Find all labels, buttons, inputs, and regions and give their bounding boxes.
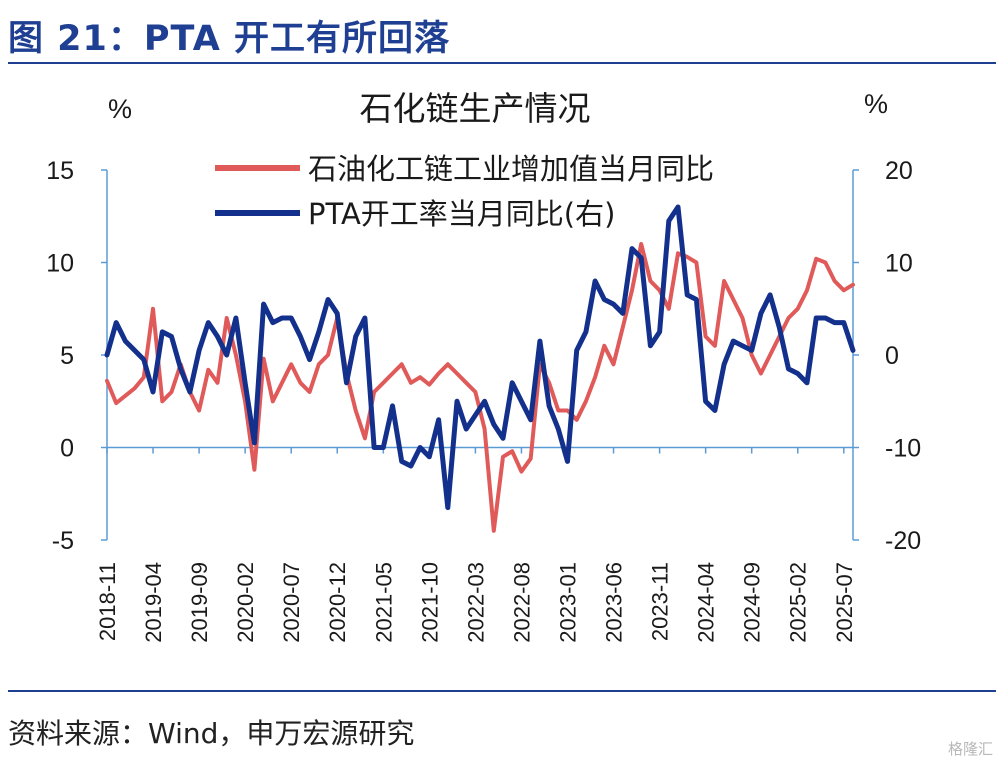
x-tick-label: 2024-04 <box>694 562 719 643</box>
right-y-tick-label: 0 <box>885 342 899 370</box>
x-tick-label: 2025-02 <box>786 562 811 643</box>
bottom-divider <box>8 690 996 692</box>
right-y-tick-label: 20 <box>885 157 913 185</box>
series-lines <box>104 204 856 533</box>
watermark: 格隆汇 <box>947 740 993 758</box>
left-y-ticks: 15 10 5 0 -5 <box>46 157 107 555</box>
x-tick-label: 2021-05 <box>371 562 396 643</box>
left-y-tick-label: 10 <box>46 250 74 278</box>
x-tick-label: 2024-09 <box>740 562 765 643</box>
figure-title: 图 21：PTA 开工有所回落 <box>8 19 450 59</box>
left-y-tick-label: -5 <box>52 527 74 555</box>
x-tick-label: 2023-11 <box>648 562 673 641</box>
right-y-tick-label: -10 <box>885 435 921 463</box>
x-ticks: 2018-11 2019-04 2019-09 2020-02 2020-07 2020-… <box>95 447 857 643</box>
legend-label-series-b: PTA开工率当月同比(右) <box>308 197 615 231</box>
left-y-tick-label: 0 <box>60 435 74 463</box>
legend-label-series-a: 石油化工链工业增加值当月同比 <box>308 152 714 186</box>
top-divider <box>8 62 996 64</box>
x-tick-label: 2018-11 <box>95 562 120 641</box>
x-tick-label: 2022-03 <box>463 562 488 643</box>
right-y-tick-label: -20 <box>885 527 921 555</box>
x-tick-label: 2020-07 <box>279 562 304 643</box>
series-line-pta-operating-rate <box>104 204 856 511</box>
chart: 石化链生产情况 % % 15 10 5 0 -5 20 10 0 -10 -20 2018-11… <box>46 89 921 643</box>
right-axis-unit: % <box>864 89 888 119</box>
x-tick-label: 2025-07 <box>832 562 857 643</box>
right-y-ticks: 20 10 0 -10 -20 <box>853 157 921 555</box>
source-note: 资料来源：Wind，申万宏源研究 <box>8 717 415 750</box>
x-tick-label: 2023-01 <box>555 562 580 643</box>
legend: 石油化工链工业增加值当月同比 PTA开工率当月同比(右) <box>215 152 714 231</box>
x-tick-label: 2019-04 <box>141 562 166 643</box>
right-y-tick-label: 10 <box>885 250 913 278</box>
left-axis-unit: % <box>108 94 132 124</box>
x-tick-label: 2023-06 <box>602 562 627 643</box>
x-tick-label: 2020-12 <box>325 562 350 643</box>
left-y-tick-label: 15 <box>46 157 74 185</box>
x-tick-label: 2019-09 <box>187 562 212 643</box>
x-tick-label: 2022-08 <box>509 562 534 643</box>
x-tick-label: 2020-02 <box>233 562 258 643</box>
x-tick-label: 2021-10 <box>417 562 442 643</box>
left-y-tick-label: 5 <box>60 342 74 370</box>
chart-title: 石化链生产情况 <box>360 89 591 128</box>
series-line-petrochem-value-added <box>105 242 855 533</box>
